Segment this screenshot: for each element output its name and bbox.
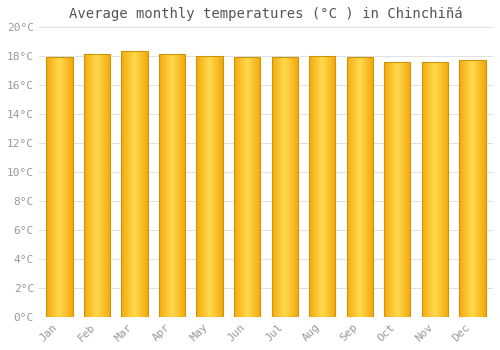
Bar — [159, 54, 185, 317]
Bar — [346, 57, 373, 317]
Bar — [272, 57, 298, 317]
Bar — [46, 57, 72, 317]
Bar — [196, 56, 223, 317]
Bar — [84, 54, 110, 317]
Bar — [122, 51, 148, 317]
Bar — [309, 56, 336, 317]
Bar — [384, 62, 410, 317]
Bar — [422, 62, 448, 317]
Bar — [460, 60, 485, 317]
Title: Average monthly temperatures (°C ) in Chinchiñá: Average monthly temperatures (°C ) in Ch… — [69, 7, 462, 21]
Bar — [234, 57, 260, 317]
